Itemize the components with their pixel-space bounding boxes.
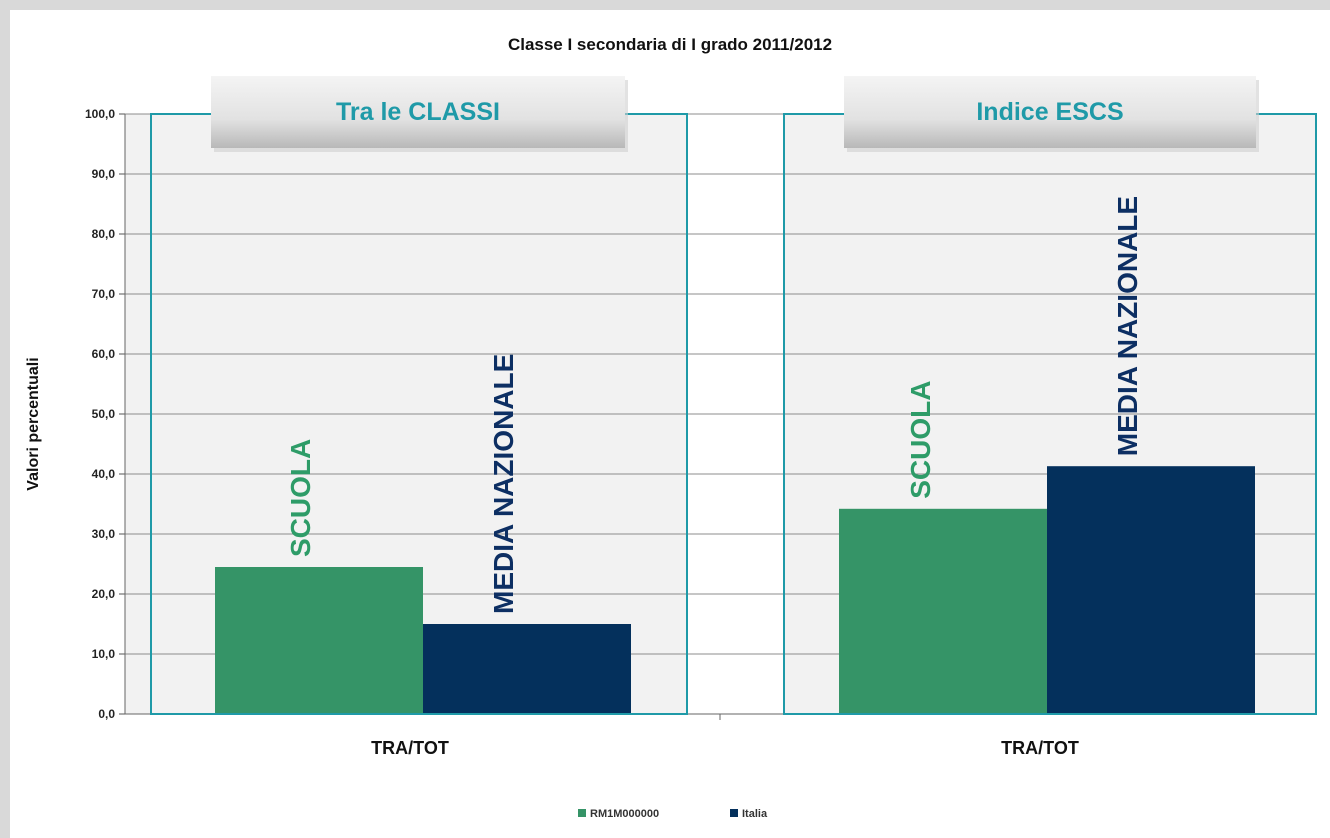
y-tick-label: 10,0 [92,647,116,661]
chart-frame: 0,0 10,0 20,0 30,0 40,0 50,0 60,0 70,0 80,0 90,0 1… [10,10,1330,838]
panel-header-box [844,76,1256,148]
y-tick-label: 30,0 [92,527,116,541]
y-tick-label: 70,0 [92,287,116,301]
legend-swatch [578,809,586,817]
panel-header-box [211,76,625,148]
panel-header-title: Indice ESCS [976,98,1123,126]
legend-label: RM1M000000 [590,808,659,820]
bar-media-nazionale [1047,466,1255,714]
y-tick-label: 0,0 [98,707,115,721]
bar-media-nazionale [423,624,631,714]
y-axis-label: Valori percentuali [25,357,42,490]
y-tick-label: 40,0 [92,467,116,481]
bar-label-scuola: SCUOLA [905,381,936,499]
bar-label-media-nazionale: MEDIA NAZIONALE [1112,196,1143,456]
y-tick-label: 50,0 [92,407,116,421]
x-category-label: TRA/TOT [1001,738,1079,758]
legend-label: Italia [742,808,768,820]
legend-swatch [730,809,738,817]
bar-scuola [215,567,423,714]
panel-header-title: Tra le CLASSI [336,98,500,126]
chart-title: Classe I secondaria di I grado 2011/2012 [508,35,832,54]
bar-scuola [839,508,1047,714]
bar-label-media-nazionale: MEDIA NAZIONALE [488,354,519,614]
bar-label-scuola: SCUOLA [285,439,316,557]
x-category-label: TRA/TOT [371,738,449,758]
y-tick-label: 90,0 [92,167,116,181]
y-tick-label: 100,0 [85,107,115,121]
y-tick-label: 20,0 [92,587,116,601]
chart-svg: 0,0 10,0 20,0 30,0 40,0 50,0 60,0 70,0 80,0 90,0 1… [25,35,1317,820]
y-tick-label: 80,0 [92,227,116,241]
y-tick-label: 60,0 [92,347,116,361]
